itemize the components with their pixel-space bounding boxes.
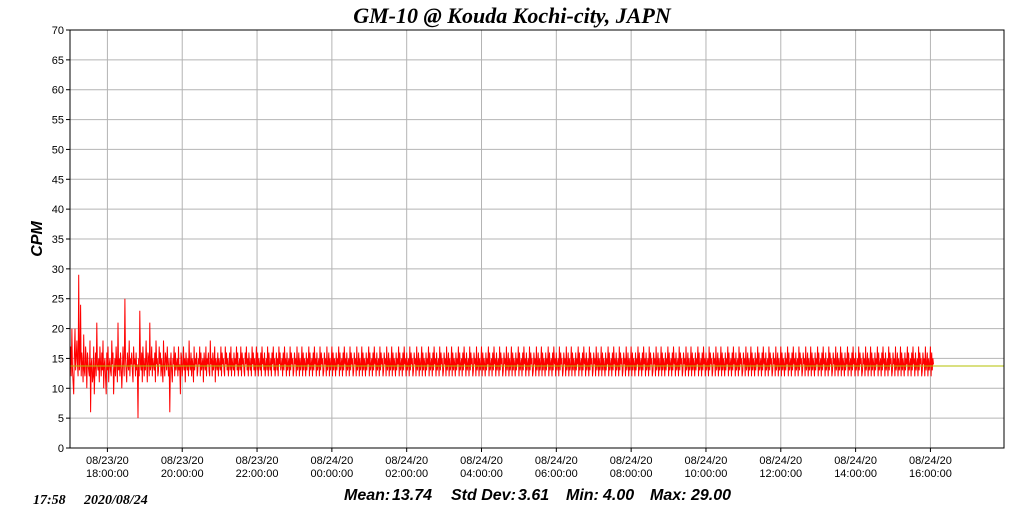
y-tick-label: 45 <box>52 174 64 186</box>
y-tick-label: 70 <box>52 25 64 37</box>
x-tick-date: 08/24/20 <box>310 455 353 467</box>
stats-mean-value: 13.74 <box>392 487 432 504</box>
y-tick-label: 55 <box>52 115 64 127</box>
x-tick-time: 12:00:00 <box>759 468 802 480</box>
x-tick-time: 20:00:00 <box>161 468 204 480</box>
plot-frame <box>69 29 1005 449</box>
x-tick-time: 06:00:00 <box>535 468 578 480</box>
stats-max-label: Max: <box>650 487 686 504</box>
x-tick-date: 08/24/20 <box>834 455 877 467</box>
x-tick-date: 08/24/20 <box>460 455 503 467</box>
x-tick-time: 00:00:00 <box>310 468 353 480</box>
y-tick-label: 20 <box>52 324 64 336</box>
x-tick-date: 08/24/20 <box>610 455 653 467</box>
stats-mean-label: Mean: <box>344 487 390 504</box>
x-tick-date: 08/23/20 <box>161 455 204 467</box>
y-axis-ticks: 0 5 10 15 20 25 30 35 40 45 50 55 60 65 70 <box>52 25 70 455</box>
chart-title: GM-10 @ Kouda Kochi-city, JAPN <box>353 3 672 28</box>
x-tick-date: 08/23/20 <box>86 455 129 467</box>
y-tick-label: 15 <box>52 353 64 365</box>
x-tick-time: 18:00:00 <box>86 468 129 480</box>
x-tick-date: 08/24/20 <box>535 455 578 467</box>
stats-bar: Mean: 13.74 Std Dev: 3.61 Min: 4.00 Max:… <box>344 487 731 504</box>
y-tick-label: 35 <box>52 234 64 246</box>
x-tick-time: 04:00:00 <box>460 468 503 480</box>
gridlines <box>70 29 1004 449</box>
y-tick-label: 60 <box>52 85 64 97</box>
x-axis-ticks: 08/23/2018:00:0008/23/2020:00:0008/23/20… <box>86 448 952 480</box>
y-axis-label: CPM <box>29 221 46 257</box>
y-tick-label: 10 <box>52 383 64 395</box>
timestamp-footer: 17:58 2020/08/24 <box>33 493 148 508</box>
x-tick-time: 16:00:00 <box>909 468 952 480</box>
stats-std-label: Std Dev: <box>451 487 516 504</box>
x-tick-time: 22:00:00 <box>236 468 279 480</box>
stats-max-value: 29.00 <box>690 487 731 504</box>
stats-min-value: 4.00 <box>602 487 634 504</box>
x-tick-date: 08/24/20 <box>385 455 428 467</box>
x-tick-time: 10:00:00 <box>685 468 728 480</box>
stats-std-value: 3.61 <box>518 487 549 504</box>
stats-min-label: Min: <box>566 487 599 504</box>
cpm-series-line <box>69 274 934 419</box>
x-tick-time: 02:00:00 <box>385 468 428 480</box>
y-tick-label: 30 <box>52 264 64 276</box>
footer-time: 17:58 <box>33 493 66 508</box>
y-tick-label: 0 <box>58 443 64 455</box>
x-tick-time: 08:00:00 <box>610 468 653 480</box>
x-tick-date: 08/24/20 <box>759 455 802 467</box>
x-tick-date: 08/24/20 <box>909 455 952 467</box>
footer-date: 2020/08/24 <box>83 493 148 508</box>
x-tick-date: 08/24/20 <box>685 455 728 467</box>
x-tick-time: 14:00:00 <box>834 468 877 480</box>
y-tick-label: 40 <box>52 204 64 216</box>
y-tick-label: 5 <box>58 413 64 425</box>
x-tick-date: 08/23/20 <box>236 455 279 467</box>
y-tick-label: 65 <box>52 55 64 67</box>
y-tick-label: 25 <box>52 294 64 306</box>
y-tick-label: 50 <box>52 144 64 156</box>
